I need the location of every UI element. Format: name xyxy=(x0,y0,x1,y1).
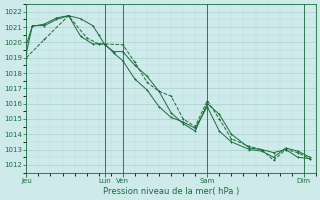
X-axis label: Pression niveau de la mer( hPa ): Pression niveau de la mer( hPa ) xyxy=(103,187,239,196)
